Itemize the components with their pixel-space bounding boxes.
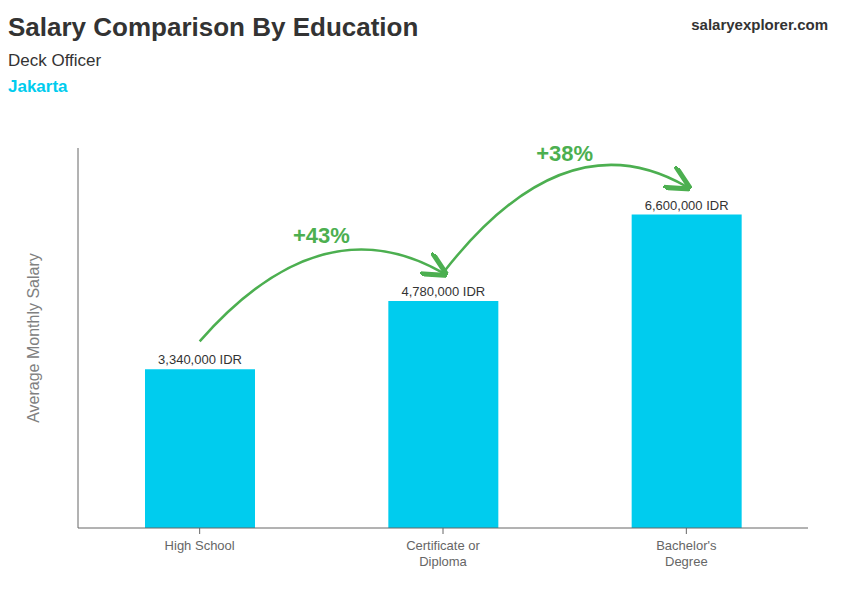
svg-text:Bachelor'sDegree: Bachelor'sDegree <box>656 538 717 569</box>
svg-text:4,780,000 IDR: 4,780,000 IDR <box>401 284 485 299</box>
svg-text:6,600,000 IDR: 6,600,000 IDR <box>645 198 729 213</box>
svg-text:High School: High School <box>165 538 235 553</box>
html-text:Jakarta: Jakarta <box>8 77 68 96</box>
svg-text:Certificate orDiploma: Certificate orDiploma <box>406 538 480 569</box>
svg-text:+38%: +38% <box>536 141 593 166</box>
html-text:Deck Officer: Deck Officer <box>8 51 102 70</box>
svg-text:Average Monthly Salary: Average Monthly Salary <box>25 253 42 423</box>
html-text:salaryexplorer.com: salaryexplorer.com <box>691 16 828 33</box>
svg-text:+43%: +43% <box>293 223 350 248</box>
svg-text:3,340,000 IDR: 3,340,000 IDR <box>158 352 242 367</box>
html-text:Salary Comparison By Education: Salary Comparison By Education <box>8 12 419 42</box>
